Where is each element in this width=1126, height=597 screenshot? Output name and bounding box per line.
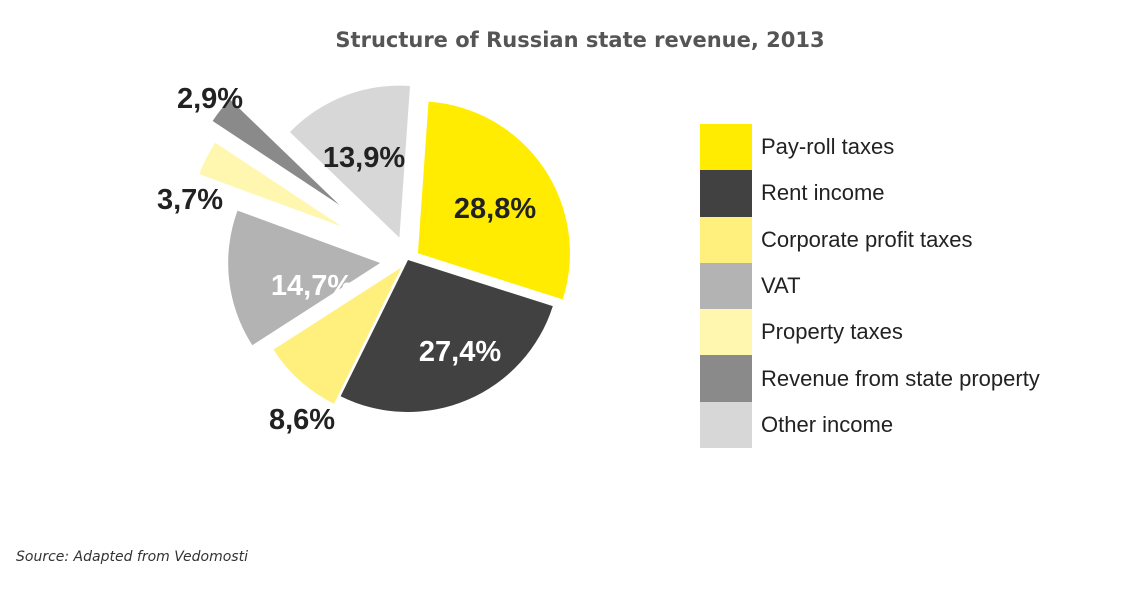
pie-chart: 28,8% 27,4% 8,6% 14,7% 3,7% 2,9% 13,9% — [157, 83, 570, 436]
legend-swatch — [700, 216, 752, 263]
legend-swatch — [700, 401, 752, 449]
legend-item-revenue-from-state-property: Revenue from state property — [700, 355, 1040, 402]
pie-slice-vat — [228, 210, 381, 346]
pie-slice-revenue-from-state-property — [212, 99, 340, 205]
legend-swatch — [700, 309, 752, 356]
legend-label: Revenue from state property — [761, 365, 1040, 391]
legend-item-other-income: Other income — [700, 401, 1040, 449]
legend-label: Pay-roll taxes — [761, 134, 895, 160]
legend-item-corporate-profit-taxes: Corporate profit taxes — [700, 216, 1040, 263]
data-label-property-taxes: 3,7% — [157, 184, 223, 216]
data-label-rent-income: 27,4% — [419, 336, 501, 368]
legend-label: Corporate profit taxes — [761, 226, 973, 252]
legend-label: Property taxes — [761, 319, 903, 345]
legend-item-rent-income: Rent income — [700, 170, 1040, 217]
data-label-pay-roll-taxes: 28,8% — [454, 193, 536, 225]
pie-slice-corporate-profit-taxes — [273, 267, 402, 404]
legend-label: VAT — [761, 273, 801, 299]
chart-title: Structure of Russian state revenue, 2013 — [335, 28, 825, 52]
data-label-vat: 14,7% — [271, 270, 353, 302]
pie-slice-pay-roll-taxes — [417, 101, 570, 300]
legend-swatch — [700, 355, 752, 402]
legend-swatch — [700, 124, 752, 171]
source-note: Source: Adapted from Vedomosti — [16, 549, 248, 565]
legend-item-vat: VAT — [700, 262, 1040, 310]
legend-label: Other income — [761, 411, 894, 437]
pie-slice-other-income — [289, 85, 410, 238]
legend-item-pay-roll-taxes: Pay-roll taxes — [700, 124, 1040, 171]
legend-label: Rent income — [761, 180, 885, 206]
legend-swatch — [700, 262, 752, 310]
data-label-other-income: 13,9% — [323, 142, 405, 174]
pie-slice-rent-income — [340, 260, 553, 412]
data-label-revenue-from-state-property: 2,9% — [177, 83, 243, 115]
data-label-corporate-profit-taxes: 8,6% — [269, 404, 335, 436]
legend-item-property-taxes: Property taxes — [700, 309, 1040, 356]
legend-swatch — [700, 170, 752, 217]
pie-slice-property-taxes — [199, 142, 342, 227]
legend: Pay-roll taxes Rent income Corporate profi… — [700, 124, 1040, 449]
